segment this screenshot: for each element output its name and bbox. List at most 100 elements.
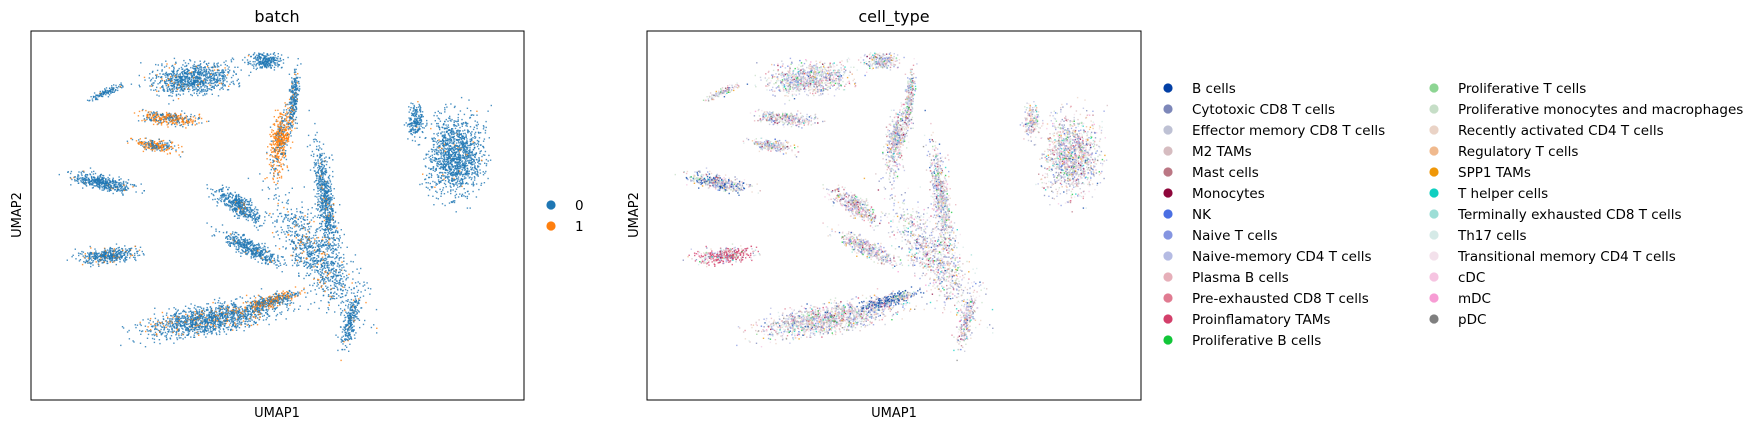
scatter-point bbox=[306, 261, 309, 264]
scatter-point bbox=[306, 257, 308, 260]
scatter-point bbox=[458, 153, 460, 155]
scatter-point bbox=[271, 64, 274, 67]
scatter-point bbox=[287, 124, 289, 126]
scatter-point bbox=[150, 147, 153, 150]
scatter-point bbox=[304, 246, 306, 248]
scatter-point bbox=[210, 86, 213, 89]
scatter-point bbox=[322, 167, 324, 170]
scatter-point bbox=[301, 252, 303, 254]
scatter-point bbox=[166, 124, 168, 126]
scatter-point bbox=[329, 219, 331, 222]
scatter-point bbox=[322, 143, 325, 145]
scatter-point bbox=[462, 123, 464, 125]
scatter-point bbox=[166, 83, 168, 85]
scatter-point bbox=[167, 122, 170, 124]
scatter-point bbox=[186, 78, 189, 80]
scatter-point bbox=[322, 251, 325, 254]
scatter-point bbox=[321, 192, 323, 195]
scatter-point bbox=[291, 109, 293, 112]
scatter-point bbox=[291, 90, 294, 92]
scatter-point bbox=[300, 212, 302, 214]
scatter-point bbox=[270, 165, 272, 167]
scatter-point bbox=[319, 174, 321, 176]
scatter-point bbox=[292, 125, 294, 127]
scatter-point bbox=[342, 283, 345, 285]
scatter-point bbox=[440, 195, 442, 197]
scatter-point bbox=[161, 70, 163, 72]
scatter-point bbox=[440, 149, 442, 152]
scatter-point bbox=[164, 80, 166, 83]
scatter-point bbox=[272, 140, 274, 142]
scatter-point bbox=[201, 69, 203, 71]
scatter-point bbox=[294, 118, 297, 121]
scatter-point bbox=[454, 167, 456, 169]
scatter-point bbox=[277, 109, 279, 111]
scatter-point bbox=[233, 83, 235, 86]
scatter-point bbox=[273, 116, 275, 118]
scatter-point bbox=[455, 172, 458, 174]
scatter-point bbox=[288, 233, 290, 236]
scatter-point bbox=[285, 264, 288, 266]
scatter-point bbox=[298, 243, 301, 245]
scatter-point bbox=[250, 55, 252, 58]
scatter-point bbox=[454, 127, 457, 130]
scatter-point bbox=[277, 123, 279, 126]
scatter-point bbox=[169, 119, 172, 121]
scatter-point bbox=[289, 123, 291, 125]
scatter-point bbox=[255, 58, 257, 60]
scatter-point bbox=[263, 64, 265, 66]
scatter-point bbox=[284, 143, 287, 145]
scatter-point bbox=[169, 121, 171, 123]
scatter-point bbox=[315, 243, 317, 245]
scatter-point bbox=[282, 126, 284, 129]
scatter-point bbox=[167, 84, 170, 86]
scatter-point bbox=[261, 53, 263, 55]
scatter-point bbox=[302, 242, 304, 244]
scatter-point bbox=[208, 88, 210, 90]
scatter-point bbox=[295, 215, 297, 217]
scatter-point bbox=[167, 78, 170, 80]
scatter-point bbox=[278, 248, 281, 250]
scatter-point bbox=[104, 88, 106, 90]
scatter-point bbox=[466, 173, 468, 176]
scatter-point bbox=[165, 115, 168, 117]
scatter-point bbox=[177, 119, 180, 122]
scatter-point bbox=[291, 241, 293, 243]
scatter-point bbox=[158, 90, 160, 92]
scatter-point bbox=[338, 240, 340, 242]
scatter-point bbox=[325, 156, 327, 158]
scatter-point bbox=[453, 106, 456, 109]
scatter-point bbox=[286, 165, 288, 167]
scatter-point bbox=[174, 122, 176, 124]
scatter-point bbox=[174, 79, 176, 81]
scatter-point bbox=[293, 103, 296, 105]
scatter-point bbox=[274, 63, 276, 66]
scatter-point bbox=[196, 123, 198, 125]
scatter-point bbox=[290, 122, 292, 124]
scatter-point bbox=[327, 235, 329, 237]
scatter-point bbox=[179, 84, 181, 86]
scatter-point bbox=[116, 87, 119, 89]
scatter-point bbox=[320, 179, 322, 181]
scatter-point bbox=[298, 275, 300, 277]
scatter-point bbox=[172, 92, 174, 94]
scatter-point bbox=[310, 225, 312, 228]
scatter-point bbox=[349, 321, 352, 323]
scatter-point bbox=[437, 117, 439, 119]
scatter-point bbox=[327, 213, 329, 216]
scatter-point bbox=[358, 299, 360, 301]
scatter-point bbox=[266, 62, 268, 64]
scatter-point bbox=[454, 161, 456, 163]
scatter-point bbox=[156, 69, 159, 72]
scatter-point bbox=[335, 334, 337, 336]
scatter-point bbox=[282, 147, 285, 149]
scatter-point bbox=[183, 88, 185, 90]
scatter-point bbox=[325, 248, 327, 250]
scatter-point bbox=[328, 256, 330, 258]
scatter-point bbox=[281, 139, 283, 142]
scatter-point bbox=[178, 118, 181, 120]
scatter-point bbox=[348, 318, 350, 320]
scatter-point bbox=[271, 146, 273, 149]
scatter-point bbox=[280, 215, 283, 218]
scatter-point bbox=[260, 57, 263, 59]
